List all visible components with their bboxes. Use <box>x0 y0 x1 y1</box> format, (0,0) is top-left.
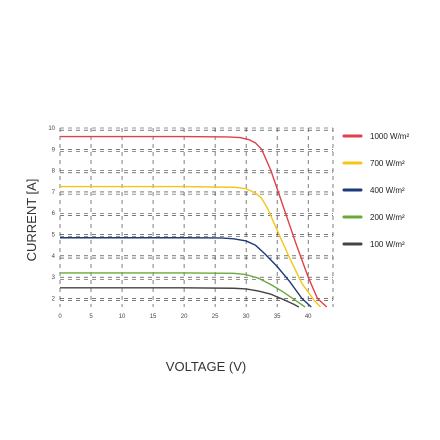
x-tick-label: 20 <box>181 314 188 320</box>
y-tick-label: 3 <box>52 275 56 281</box>
series-line-3 <box>60 272 306 308</box>
legend: 1000 W/m² 700 W/m² 400 W/m² 200 W/m² 100 W/m… <box>342 132 409 249</box>
x-tick-label: 30 <box>243 314 250 320</box>
x-tick-label: 40 <box>305 314 312 320</box>
y-tick-label: 2 <box>52 296 56 302</box>
legend-label: 200 W/m² <box>370 213 405 222</box>
tick-labels: 0 5 10 15 20 25 30 35 40 2 3 4 5 6 7 8 9 10 <box>48 126 312 320</box>
x-tick-label: 35 <box>274 314 281 320</box>
series-line-0 <box>60 135 328 308</box>
y-tick-label: 5 <box>52 233 56 239</box>
y-tick-label: 10 <box>48 126 55 132</box>
x-axis-title: VOLTAGE (V) <box>166 359 246 374</box>
y-tick-label: 6 <box>52 211 56 217</box>
x-tick-label: 5 <box>89 314 93 320</box>
y-tick-label: 4 <box>52 254 56 260</box>
y-axis-title: CURRENT [A] <box>24 179 39 262</box>
x-tick-label: 10 <box>119 314 126 320</box>
series-layer <box>60 135 328 308</box>
legend-label: 100 W/m² <box>370 240 405 249</box>
x-tick-label: 25 <box>212 314 219 320</box>
grid-layer <box>59 127 334 307</box>
series-line-4 <box>60 287 300 308</box>
series-line-1 <box>60 185 322 308</box>
y-tick-label: 8 <box>52 169 56 175</box>
legend-label: 400 W/m² <box>370 186 405 195</box>
y-tick-label: 9 <box>52 147 56 153</box>
series-line-2 <box>60 237 312 308</box>
legend-label: 1000 W/m² <box>370 132 409 141</box>
legend-label: 700 W/m² <box>370 159 405 168</box>
x-tick-label: 15 <box>150 314 157 320</box>
x-tick-label: 0 <box>58 314 62 320</box>
y-tick-label: 7 <box>52 190 56 196</box>
